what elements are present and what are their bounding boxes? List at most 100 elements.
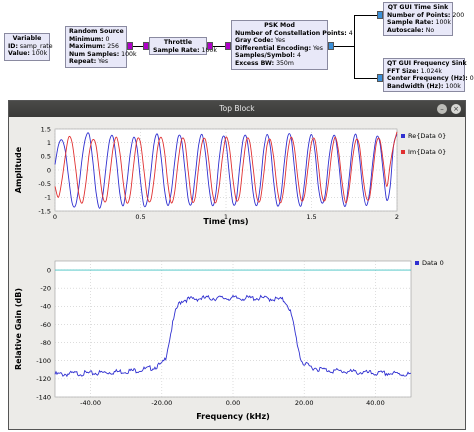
x-tick-label: 1: [224, 213, 228, 221]
legend-label-im: Im{Data 0}: [408, 148, 446, 156]
freq-plot-area[interactable]: [54, 260, 412, 398]
connection-wire: [334, 46, 354, 47]
param-value: Yes: [313, 44, 324, 52]
param-value: 100k: [435, 19, 451, 27]
param-label: Samples/Symbol:: [235, 52, 295, 60]
series-line-1: [54, 131, 398, 204]
param-value: Yes: [275, 37, 286, 45]
y-tick-label: -140: [36, 393, 51, 401]
param-value: 4: [348, 29, 353, 37]
connection-wire: [354, 15, 378, 16]
psk-mod-in-port[interactable]: [225, 42, 231, 50]
block-title: QT GUI Frequency Sink: [387, 60, 467, 67]
param-label: Maximum:: [69, 43, 106, 51]
param-value: 100k: [201, 46, 217, 54]
x-tick-label: 1.5: [306, 213, 316, 221]
freq-tick-labels: -40.00 -20.00 0.00 20.00 40.00 0 -20 -40 -60 -80 -…: [36, 266, 384, 407]
param-label: Repeat:: [69, 58, 97, 66]
param-label: Num Samples:: [69, 50, 120, 58]
y-tick-label: -0.5: [38, 180, 51, 188]
freq-sink-in-port[interactable]: [377, 74, 383, 82]
param-label: Autoscale:: [387, 26, 424, 34]
x-tick-label: 2: [395, 213, 399, 221]
block-title: Random Source: [69, 28, 124, 35]
x-tick-label: -20.00: [151, 399, 172, 407]
freq-xlabel: Frequency (kHz): [196, 412, 270, 421]
y-tick-label: -60: [40, 321, 51, 329]
throttle-in-port[interactable]: [143, 42, 149, 50]
param-label: Excess BW:: [235, 59, 275, 67]
param-value: Yes: [98, 58, 109, 66]
block-title: Throttle: [163, 39, 193, 46]
time-legend[interactable]: Re{Data 0} Im{Data 0}: [401, 132, 446, 156]
param-value: 100k: [445, 82, 461, 90]
time-sink-block[interactable]: QT GUI Time Sink Number of Points: 200 S…: [383, 2, 464, 36]
psk-mod-out-port[interactable]: [328, 42, 334, 50]
param-label: ID:: [8, 42, 18, 50]
x-tick-label: 20.00: [295, 399, 314, 407]
legend-swatch-im: [401, 150, 405, 154]
freq-ylabel: Relative Gain (dB): [14, 288, 23, 370]
series-line-0: [54, 294, 411, 378]
throttle-out-port[interactable]: [207, 42, 213, 50]
flowgraph-canvas: Variable ID: samp_rate Value: 100k Rando…: [0, 0, 474, 96]
time-ylabel: Amplitude: [14, 146, 23, 193]
y-tick-label: 1.5: [41, 125, 51, 133]
window-titlebar[interactable]: Top Block – ×: [9, 101, 465, 117]
window-title: Top Block: [219, 104, 255, 113]
param-value: 256: [107, 43, 119, 51]
random-source-block[interactable]: Random Source Minimum: 0 Maximum: 256 Nu…: [65, 26, 137, 68]
param-value: 100k: [121, 50, 137, 58]
series-line-0: [54, 132, 398, 209]
legend-swatch-data0: [415, 261, 419, 265]
y-tick-label: -120: [36, 375, 51, 383]
y-tick-label: -80: [40, 339, 51, 347]
param-value: samp_rate: [19, 42, 53, 50]
freq-legend[interactable]: Data 0: [415, 259, 444, 267]
y-tick-label: -20: [40, 285, 51, 293]
throttle-block[interactable]: Throttle Sample Rate: 100k: [149, 37, 217, 55]
variable-block[interactable]: Variable ID: samp_rate Value: 100k: [4, 33, 53, 61]
time-series: [54, 131, 398, 209]
param-label: FFT Size:: [387, 67, 419, 75]
minimize-button[interactable]: –: [437, 104, 447, 114]
param-value: No: [425, 26, 435, 34]
param-value: 350m: [276, 59, 294, 67]
freq-plot: -40.00 -20.00 0.00 20.00 40.00 0 -20 -40 -60 -80 -…: [14, 259, 444, 421]
psk-mod-block[interactable]: PSK Mod Number of Constellation Points: …: [231, 20, 353, 70]
time-plot: 0 0.5 1 1.5 2 1.5 1 0.5 0 -0.5 -1 -1.5 Time (ms) Am…: [14, 125, 446, 226]
param-value: 100k: [31, 50, 48, 58]
time-sink-in-port[interactable]: [377, 11, 383, 19]
param-value: 0: [469, 75, 474, 83]
param-label: Center Frequency (Hz):: [387, 75, 468, 83]
param-label: Minimum:: [69, 35, 104, 43]
connection-wire: [213, 46, 225, 47]
param-value: 200: [452, 11, 465, 19]
top-block-window: Top Block – × 0 0.5 1 1.5 2 1.5 1 0.5 0 -0.5 -1 -1.…: [8, 100, 466, 430]
x-tick-label: -40.00: [80, 399, 101, 407]
random-source-out-port[interactable]: [127, 42, 133, 50]
time-tick-labels: 0 0.5 1 1.5 2 1.5 1 0.5 0 -0.5 -1 -1.5: [38, 125, 399, 221]
block-title: PSK Mod: [264, 22, 295, 29]
legend-swatch-re: [401, 134, 405, 138]
close-button[interactable]: ×: [451, 104, 461, 114]
block-title: QT GUI Time Sink: [387, 4, 449, 11]
param-label: Number of Points:: [387, 11, 451, 19]
x-tick-label: 0.5: [135, 213, 145, 221]
connection-wire: [354, 15, 355, 79]
y-tick-label: -40: [40, 303, 51, 311]
param-value: 4: [296, 52, 301, 60]
param-label: Differential Encoding:: [235, 44, 312, 52]
freq-sink-block[interactable]: QT GUI Frequency Sink FFT Size: 1.024k C…: [383, 58, 474, 92]
x-tick-label: 0: [53, 213, 57, 221]
param-label: Bandwidth (Hz):: [387, 82, 444, 90]
param-label: Number of Constellation Points:: [235, 29, 347, 37]
legend-label-data0: Data 0: [422, 259, 444, 267]
y-tick-label: -100: [36, 357, 51, 365]
block-title: Variable: [12, 35, 42, 42]
param-label: Gray Code:: [235, 37, 274, 45]
y-tick-label: 0: [47, 266, 51, 274]
param-value: 0: [105, 35, 110, 43]
param-value: 1.024k: [420, 67, 442, 75]
y-tick-label: -1.5: [38, 207, 51, 215]
